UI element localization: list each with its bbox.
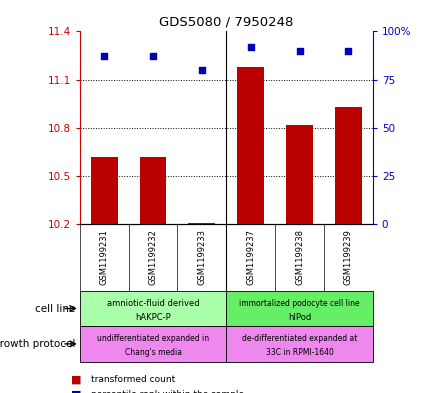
Text: 33C in RPMI-1640: 33C in RPMI-1640 (265, 348, 333, 357)
Text: hIPod: hIPod (287, 313, 310, 322)
Point (101, 53, 108, 60)
Point (198, 67, 205, 73)
Bar (90, 156, 117, 224)
Text: GSM1199238: GSM1199238 (295, 230, 303, 285)
Text: ■: ■ (71, 390, 81, 393)
Point (149, 53, 156, 60)
Text: GSM1199239: GSM1199239 (343, 230, 352, 285)
Text: undifferentiated expanded in: undifferentiated expanded in (97, 334, 209, 343)
Text: percentile rank within the sample: percentile rank within the sample (90, 391, 243, 393)
Text: Chang's media: Chang's media (124, 348, 181, 357)
Text: de-differentiated expanded at: de-differentiated expanded at (241, 334, 356, 343)
Bar (139, 156, 166, 224)
Text: hAKPC-P: hAKPC-P (135, 313, 170, 322)
Bar (226, 326, 372, 362)
Title: GDS5080 / 7950248: GDS5080 / 7950248 (159, 16, 293, 29)
Bar (188, 223, 215, 224)
Point (247, 44, 254, 50)
Bar (80, 326, 226, 362)
Point (344, 48, 351, 54)
Text: GSM1199232: GSM1199232 (148, 230, 157, 285)
Text: immortalized podocyte cell line: immortalized podocyte cell line (239, 299, 359, 308)
Text: cell line: cell line (35, 303, 75, 314)
Text: ■: ■ (71, 374, 81, 384)
Bar (80, 291, 226, 326)
Bar (226, 291, 372, 326)
Bar (286, 125, 312, 224)
Text: GSM1199237: GSM1199237 (246, 230, 255, 285)
Text: growth protocol: growth protocol (0, 339, 75, 349)
Text: GSM1199231: GSM1199231 (99, 230, 108, 285)
Text: amniotic-fluid derived: amniotic-fluid derived (107, 299, 199, 308)
Bar (237, 67, 264, 224)
Text: transformed count: transformed count (90, 375, 174, 384)
Text: GSM1199233: GSM1199233 (197, 230, 206, 285)
Bar (334, 107, 361, 224)
Point (295, 48, 302, 54)
